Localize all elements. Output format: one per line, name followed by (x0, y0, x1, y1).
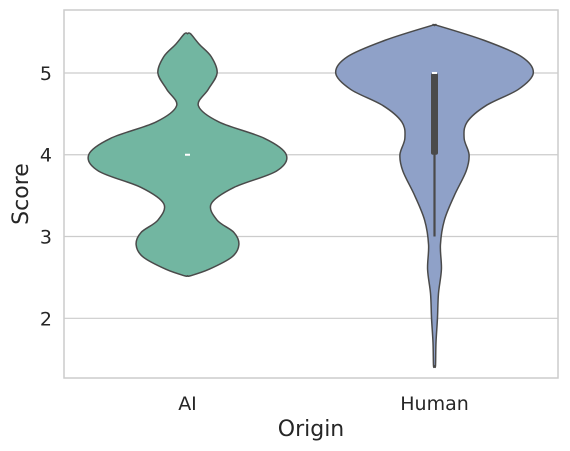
x-axis-label: Origin (278, 417, 345, 442)
iqr-box-human (431, 72, 438, 155)
x-tick-label-ai: AI (178, 393, 197, 415)
y-tick-label-4: 4 (40, 145, 52, 167)
y-tick-label-5: 5 (40, 63, 52, 85)
violins (87, 23, 535, 369)
y-tick-label-3: 3 (40, 227, 52, 249)
y-tick-label-2: 2 (40, 308, 52, 330)
x-tick-labels: AI Human (178, 393, 469, 415)
y-axis-label: Score (9, 163, 34, 225)
y-tick-labels: 2 3 4 5 (40, 63, 52, 330)
x-tick-label-human: Human (400, 393, 469, 415)
plot-frame (63, 9, 559, 379)
